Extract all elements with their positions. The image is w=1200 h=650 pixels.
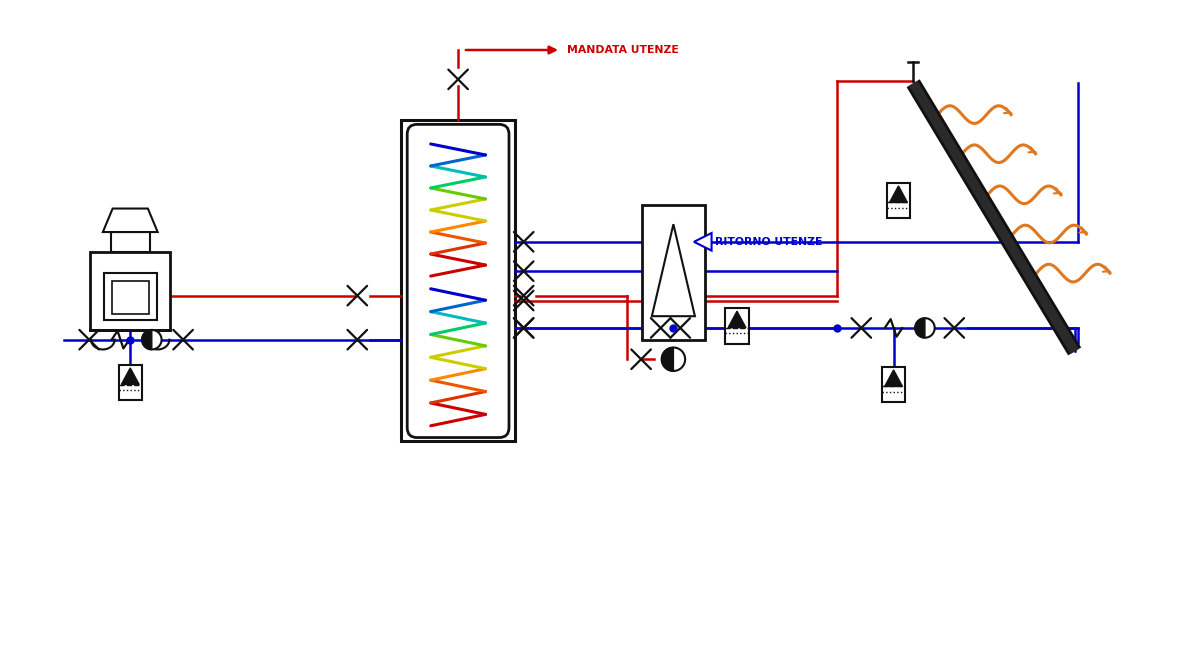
Circle shape — [142, 330, 162, 350]
Polygon shape — [694, 233, 712, 251]
Polygon shape — [916, 318, 925, 338]
Polygon shape — [103, 209, 157, 232]
Bar — [110, 232, 150, 252]
Circle shape — [661, 348, 685, 371]
Bar — [90, 252, 170, 330]
Bar — [887, 183, 911, 218]
Bar — [401, 120, 515, 441]
Polygon shape — [142, 330, 151, 350]
Polygon shape — [728, 311, 746, 328]
Bar — [882, 367, 905, 402]
Bar — [725, 308, 749, 344]
Polygon shape — [652, 224, 695, 316]
Bar — [119, 365, 142, 400]
Bar — [104, 273, 157, 320]
Text: RITORNO UTENZE: RITORNO UTENZE — [714, 237, 822, 247]
Circle shape — [916, 318, 935, 338]
Bar — [112, 281, 149, 314]
Bar — [642, 205, 704, 340]
Polygon shape — [884, 370, 902, 387]
FancyBboxPatch shape — [407, 124, 509, 437]
Polygon shape — [121, 368, 139, 385]
Polygon shape — [889, 186, 907, 203]
Polygon shape — [661, 348, 673, 371]
Text: MANDATA UTENZE: MANDATA UTENZE — [566, 45, 678, 55]
